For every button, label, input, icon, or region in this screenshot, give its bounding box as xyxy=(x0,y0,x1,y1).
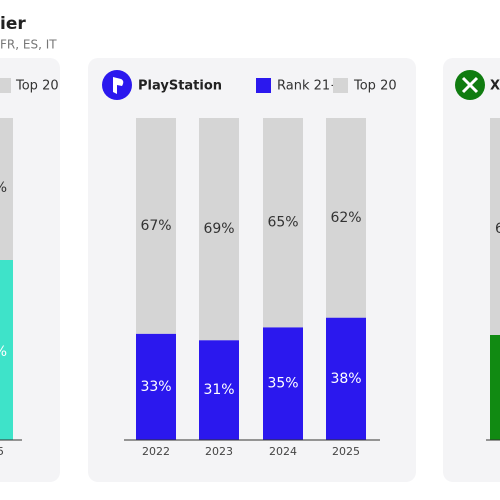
bar-label: % xyxy=(0,180,7,196)
bar-label: 33% xyxy=(140,379,171,395)
chart: Rank 21+ Top 20 33% 67% 2022 31% 69% 2023 35% 65%… xyxy=(124,78,397,458)
legend-swatch xyxy=(256,78,271,93)
bar-segment xyxy=(263,118,303,328)
bar-part xyxy=(0,260,13,440)
x-tick-label: 5 xyxy=(0,445,4,458)
bar-label: 38% xyxy=(330,371,361,387)
header-subtitle: FR, ES, IT xyxy=(0,38,57,52)
legend-swatch xyxy=(0,78,11,93)
bar-segment xyxy=(326,118,366,318)
bar-segment xyxy=(326,317,366,440)
bar-segment xyxy=(136,118,176,334)
bar-segment xyxy=(136,333,176,440)
header-title: ier xyxy=(0,14,26,34)
x-tick-label: 2024 xyxy=(269,445,297,458)
xbox-glyph xyxy=(461,76,479,94)
bar-part xyxy=(490,335,500,440)
legend-label: Top 20 xyxy=(15,79,59,94)
bar-label: 6 xyxy=(495,221,500,237)
legend-swatch xyxy=(333,78,348,93)
bar-label: 62% xyxy=(330,210,361,226)
bar-label: 67% xyxy=(140,218,171,234)
bar-label: 31% xyxy=(203,382,234,398)
bar-label: 65% xyxy=(267,215,298,231)
x-tick-label: 2022 xyxy=(142,445,170,458)
bar-part xyxy=(490,118,500,335)
bar-label: 69% xyxy=(203,221,234,237)
legend-label: Rank 21+ xyxy=(277,79,341,94)
bar-segment xyxy=(199,340,239,440)
chart-title: PlayStation xyxy=(138,79,222,94)
x-tick-label: 2023 xyxy=(205,445,233,458)
left-panel xyxy=(0,58,60,482)
x-tick-label: 2025 xyxy=(332,445,360,458)
bar-label: % xyxy=(0,344,7,360)
bar-label: 35% xyxy=(267,376,298,392)
panel-title: X xyxy=(490,79,500,94)
bar-part xyxy=(0,118,13,260)
right-panel xyxy=(443,58,500,482)
bar-segment xyxy=(263,327,303,440)
legend-label: Top 20 xyxy=(353,79,397,94)
playstation-glyph xyxy=(113,77,124,94)
bar-segment xyxy=(199,118,239,341)
